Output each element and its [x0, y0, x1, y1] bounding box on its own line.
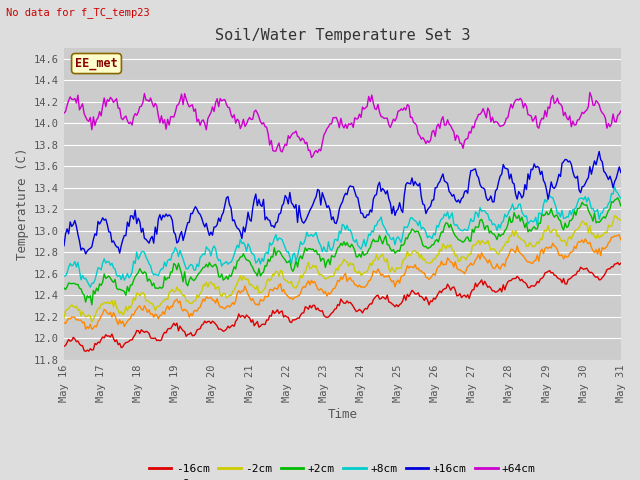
- Legend: -16cm, -8cm, -2cm, +2cm, +8cm, +16cm, +64cm: -16cm, -8cm, -2cm, +2cm, +8cm, +16cm, +6…: [145, 459, 540, 480]
- X-axis label: Time: Time: [328, 408, 357, 421]
- Text: No data for f_TC_temp23: No data for f_TC_temp23: [6, 7, 150, 18]
- Title: Soil/Water Temperature Set 3: Soil/Water Temperature Set 3: [214, 28, 470, 43]
- Y-axis label: Temperature (C): Temperature (C): [15, 148, 29, 260]
- Text: EE_met: EE_met: [75, 57, 118, 70]
